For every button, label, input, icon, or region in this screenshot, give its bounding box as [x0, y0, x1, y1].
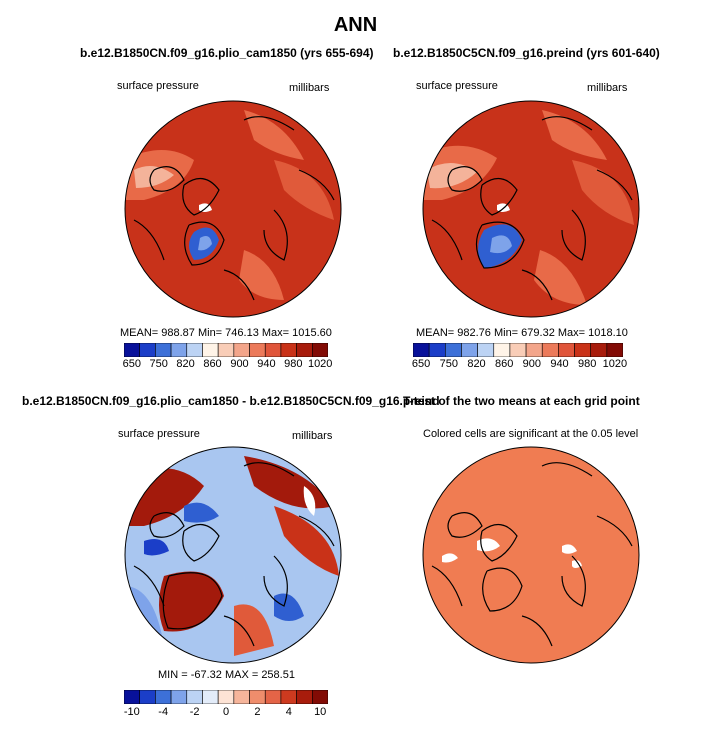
polar-map-top-left — [124, 100, 342, 318]
colorbar-swatch — [428, 342, 446, 358]
colorbar-tick-label: 0 — [222, 706, 230, 718]
colorbar-swatch — [249, 689, 266, 705]
colorbar-swatch — [155, 689, 172, 705]
colorbar-tick-label: 900 — [230, 358, 249, 370]
colorbar-tick-label: 1020 — [602, 358, 628, 370]
colorbar-swatch — [202, 689, 219, 705]
colorbar-swatch — [217, 342, 235, 358]
colorbar-top-left — [123, 342, 329, 358]
colorbar-tick-label: 980 — [284, 358, 303, 370]
colorbar-tick-label: 1020 — [307, 358, 333, 370]
colorbar-tick-label: -4 — [158, 706, 169, 718]
page-title: ANN — [333, 14, 378, 36]
colorbar-swatch — [186, 342, 203, 358]
variable-label-top-left: surface pressure — [117, 80, 199, 92]
colorbar-swatch — [170, 342, 188, 358]
colorbar-swatch — [233, 342, 250, 358]
colorbar-swatch — [312, 342, 329, 358]
colorbar-swatch — [525, 342, 543, 358]
colorbar-swatch — [139, 342, 156, 358]
polar-map-bottom-right — [422, 446, 640, 664]
case-title-bottom-right: T-test of the two means at each grid poi… — [403, 394, 640, 408]
colorbar-tick-label: 750 — [439, 358, 458, 370]
colorbar-swatch — [312, 689, 329, 705]
colorbar-swatch — [139, 689, 156, 705]
polar-map-bottom-left — [124, 446, 342, 664]
units-label-top-left: millibars — [289, 82, 330, 94]
colorbar-swatch — [461, 342, 478, 358]
colorbar-tick-label: 650 — [122, 358, 141, 370]
colorbar-tick-label: 4 — [285, 706, 292, 718]
units-label-bottom-left: millibars — [292, 430, 333, 442]
colorbar-swatch — [445, 342, 462, 358]
colorbar-swatch — [202, 342, 219, 358]
colorbar-bottom-left — [123, 689, 329, 705]
stats-bottom-left: MIN = -67.32 MAX = 258.51 — [158, 669, 295, 681]
case-title-bottom-left: b.e12.B1850CN.f09_g16.plio_cam1850 - b.e… — [22, 394, 440, 408]
colorbar-swatch — [493, 342, 511, 358]
colorbar-tick-label: -2 — [189, 706, 200, 718]
colorbar-swatch — [477, 342, 495, 358]
polar-map-top-right — [422, 100, 640, 318]
case-title-top-left: b.e12.B1850CN.f09_g16.plio_cam1850 (yrs … — [80, 46, 374, 60]
colorbar-swatch — [606, 342, 624, 358]
colorbar-tick-label: 860 — [203, 358, 222, 370]
colorbar-swatch — [123, 342, 140, 358]
case-title-top-right: b.e12.B1850C5CN.f09_g16.preind (yrs 601-… — [393, 46, 660, 60]
colorbar-tick-label: 750 — [149, 358, 168, 370]
colorbar-swatch — [264, 689, 282, 705]
colorbar-swatch — [155, 342, 172, 358]
stats-top-right: MEAN= 982.76 Min= 679.32 Max= 1018.10 — [416, 327, 628, 339]
colorbar-swatch — [217, 689, 235, 705]
colorbar-swatch — [296, 689, 313, 705]
colorbar-labels-top-right: 650 750 820 860 900 940 980 1020 — [411, 358, 627, 372]
colorbar-swatch — [296, 342, 313, 358]
colorbar-tick-label: 980 — [578, 358, 597, 370]
colorbar-swatch — [264, 342, 282, 358]
significance-note: Colored cells are significant at the 0.0… — [423, 428, 639, 440]
colorbar-swatch — [412, 342, 430, 358]
colorbar-swatch — [590, 342, 608, 358]
variable-label-bottom-left: surface pressure — [118, 428, 200, 440]
colorbar-tick-label: 860 — [495, 358, 514, 370]
colorbar-swatch — [280, 342, 297, 358]
colorbar-swatch — [574, 342, 591, 358]
stats-top-left: MEAN= 988.87 Min= 746.13 Max= 1015.60 — [120, 327, 332, 339]
colorbar-top-right — [412, 342, 624, 358]
colorbar-swatch — [280, 689, 297, 705]
colorbar-swatch — [558, 342, 575, 358]
colorbar-swatch — [170, 689, 188, 705]
units-label-top-right: millibars — [587, 82, 628, 94]
colorbar-tick-label: 820 — [176, 358, 195, 370]
colorbar-tick-label: 900 — [522, 358, 541, 370]
colorbar-tick-label: 650 — [411, 358, 431, 370]
colorbar-tick-label: 2 — [254, 706, 261, 718]
colorbar-labels-top-left: 650 750 820 860 900 940 980 1020 — [122, 358, 333, 372]
colorbar-swatch — [233, 689, 250, 705]
colorbar-labels-bottom-left: -10 -4 -2 0 2 4 10 — [124, 706, 328, 720]
variable-label-top-right: surface pressure — [416, 80, 498, 92]
colorbar-tick-label: 940 — [257, 358, 276, 370]
colorbar-tick-label: 10 — [314, 706, 327, 718]
colorbar-swatch — [249, 342, 266, 358]
colorbar-swatch — [186, 689, 203, 705]
colorbar-tick-label: 820 — [467, 358, 486, 370]
colorbar-swatch — [541, 342, 559, 358]
colorbar-swatch — [123, 689, 140, 705]
colorbar-tick-label: 940 — [550, 358, 569, 370]
colorbar-swatch — [509, 342, 527, 358]
colorbar-tick-label: -10 — [123, 706, 140, 718]
